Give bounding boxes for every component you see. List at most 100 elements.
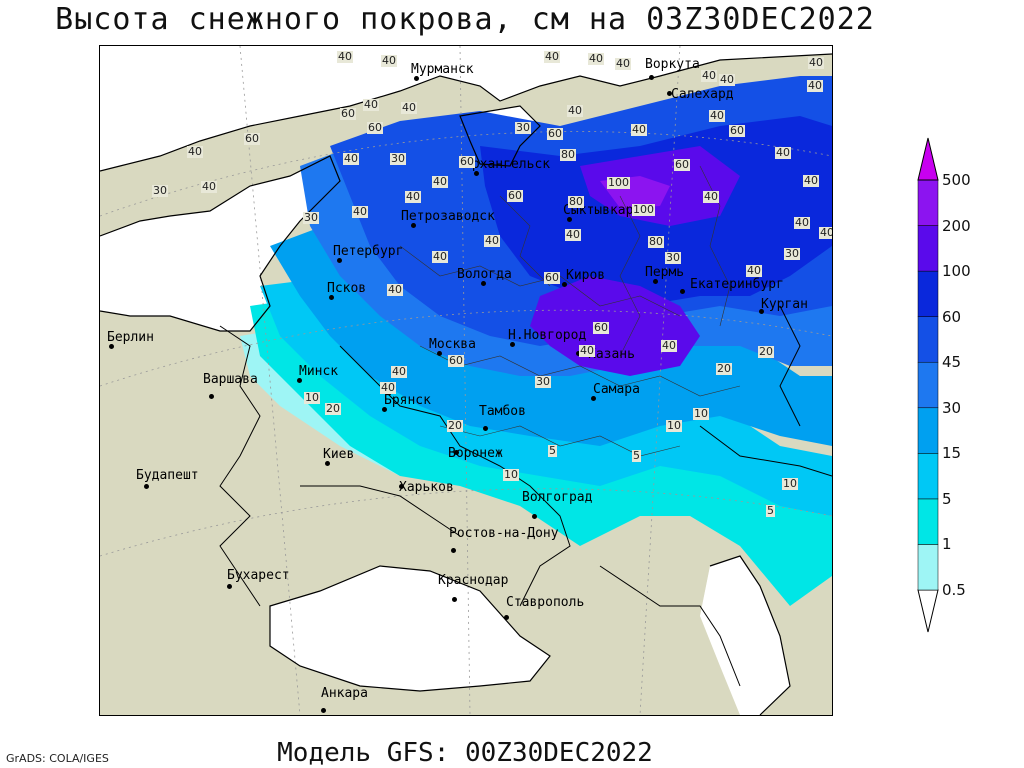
contour-value-label: 40 <box>201 180 217 193</box>
legend-swatch <box>917 361 939 409</box>
city-label: Самара <box>593 382 640 397</box>
legend-colorbar <box>917 137 939 633</box>
city-marker <box>474 171 479 176</box>
city-label: Краснодар <box>438 573 509 588</box>
contour-value-label: 40 <box>565 228 581 241</box>
city-label: Волгоград <box>522 490 593 505</box>
contour-value-label: 80 <box>568 195 584 208</box>
city-label: Петербург <box>333 244 404 259</box>
contour-value-label: 40 <box>631 123 647 136</box>
contour-value-label: 40 <box>746 264 762 277</box>
contour-value-label: 40 <box>567 104 583 117</box>
contour-value-label: 60 <box>507 189 523 202</box>
contour-value-label: 30 <box>665 251 681 264</box>
city-label: Берлин <box>107 330 154 345</box>
contour-value-label: 10 <box>304 391 320 404</box>
contour-value-label: 20 <box>758 345 774 358</box>
city-label: Харьков <box>399 480 454 495</box>
contour-value-label: 40 <box>579 344 595 357</box>
city-marker <box>591 396 596 401</box>
model-subtitle: Модель GFS: 00Z30DEC2022 <box>277 738 653 768</box>
contour-value-label: 40 <box>544 50 560 63</box>
city-marker <box>510 342 515 347</box>
contour-value-label: 40 <box>380 381 396 394</box>
contour-value-label: 40 <box>405 190 421 203</box>
country-borders <box>219 305 832 687</box>
city-label: Бухарест <box>227 568 290 583</box>
city-marker <box>649 75 654 80</box>
contour-value-label: 60 <box>729 124 745 137</box>
legend-swatch <box>917 407 939 454</box>
city-label: Ставрополь <box>506 595 585 610</box>
legend-level-label: 500 <box>942 171 971 189</box>
city-label: Тамбов <box>479 404 526 419</box>
contour-value-label: 40 <box>187 145 203 158</box>
city-label: Мурманск <box>411 62 474 77</box>
contour-value-label: 20 <box>325 402 341 415</box>
contour-value-label: 40 <box>401 101 417 114</box>
contour-value-label: 40 <box>387 283 403 296</box>
city-label: Киев <box>323 447 355 462</box>
city-marker <box>411 223 416 228</box>
coastlines <box>100 53 832 715</box>
contour-value-label: 60 <box>544 271 560 284</box>
contour-value-label: 30 <box>390 152 406 165</box>
map-canvas <box>100 46 832 715</box>
legend-level-label: 200 <box>942 216 971 235</box>
city-label: Псков <box>327 281 367 296</box>
city-label: Вологда <box>457 267 512 282</box>
legend-swatch <box>917 270 939 317</box>
city-label: Екатеринбург <box>690 277 784 292</box>
contour-value-label: 10 <box>782 477 798 490</box>
legend-max-arrow <box>917 137 939 181</box>
city-marker <box>667 91 672 96</box>
city-marker <box>483 426 488 431</box>
city-label: Варшава <box>203 372 258 387</box>
contour-value-label: 40 <box>807 79 823 92</box>
contour-value-label: 40 <box>352 205 368 218</box>
city-label: Петрозаводск <box>401 209 495 224</box>
contour-value-label: 5 <box>766 504 775 517</box>
contour-value-label: 40 <box>661 339 677 352</box>
city-label: Воронеж <box>448 446 503 461</box>
legend-swatch <box>917 179 939 226</box>
snow-zone-100 <box>530 276 700 376</box>
contour-value-label: 60 <box>547 127 563 140</box>
contour-value-label: 5 <box>632 449 641 462</box>
contour-value-label: 30 <box>535 375 551 388</box>
city-marker <box>567 217 572 222</box>
black-sea <box>270 566 550 691</box>
contour-value-label: 60 <box>593 321 609 334</box>
snow-depth-map: Мурманск Воркута Салехард Архангельск Сыктыв… <box>99 45 833 716</box>
contour-value-label: 30 <box>515 121 531 134</box>
software-credit: GrADS: COLA/IGES <box>6 752 109 765</box>
contour-value-label: 60 <box>674 158 690 171</box>
contour-value-label: 40 <box>794 216 810 229</box>
contour-value-label: 30 <box>784 247 800 260</box>
city-label: Минск <box>299 364 339 379</box>
contour-value-label: 20 <box>716 362 732 375</box>
city-label: Пермь <box>645 265 685 280</box>
color-legend: 0.5 1 5 15 30 45 60 100 200 500 <box>912 135 1012 635</box>
contour-value-label: 40 <box>819 226 833 239</box>
contour-value-label: 10 <box>666 419 682 432</box>
city-marker <box>337 258 342 263</box>
contour-value-label: 30 <box>152 184 168 197</box>
contour-value-label: 60 <box>367 121 383 134</box>
contour-value-label: 60 <box>340 107 356 120</box>
city-label: Архангельск <box>464 157 551 172</box>
contour-value-label: 60 <box>448 354 464 367</box>
contour-value-label: 40 <box>588 52 604 65</box>
city-marker <box>562 282 567 287</box>
city-marker <box>414 76 419 81</box>
city-marker <box>109 344 114 349</box>
city-marker <box>451 548 456 553</box>
city-marker <box>399 484 404 489</box>
city-label: Будапешт <box>136 468 199 483</box>
contour-value-label: 40 <box>719 73 735 86</box>
legend-level-label: 100 <box>942 262 971 281</box>
city-marker <box>680 289 685 294</box>
city-marker <box>209 394 214 399</box>
legend-level-label: 45 <box>942 353 962 372</box>
city-marker <box>481 281 486 286</box>
